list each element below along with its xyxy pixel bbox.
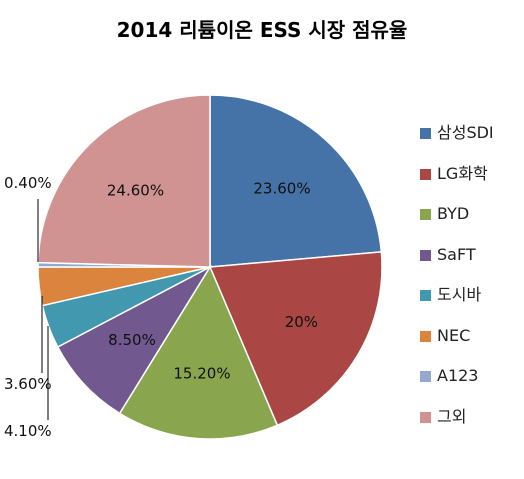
legend-swatch: [420, 168, 431, 180]
legend-item: 그외: [420, 406, 494, 447]
slice-7-label: 0.40%: [4, 174, 52, 192]
slice-2-label: 20%: [285, 313, 318, 331]
slice-8-label: 24.60%: [107, 182, 164, 200]
legend-label: 삼성SDI: [437, 123, 494, 142]
legend-swatch: [420, 209, 431, 220]
legend-label: BYD: [437, 204, 470, 223]
slice-1: [209, 94, 383, 268]
chart-title: 2014 리튬이온 ESS 시장 점유율: [116, 18, 408, 42]
legend: 삼성SDI LG화학 BYD SaFT 도시바 NEC A123 그외: [420, 122, 494, 446]
legend-swatch: [420, 249, 431, 261]
slice-3: [118, 265, 279, 440]
legend-swatch: [420, 290, 431, 301]
legend-label: 도시바: [437, 285, 482, 304]
leader-lines: [37, 199, 49, 420]
legend-item: LG화학: [420, 163, 494, 204]
legend-label: A123: [437, 366, 479, 385]
legend-swatch: [420, 128, 431, 139]
legend-item: A123: [420, 365, 494, 406]
slice-4-label: 8.50%: [108, 331, 156, 349]
slice-1-label: 23.60%: [253, 179, 310, 197]
legend-swatch: [420, 411, 431, 423]
legend-label: 그외: [437, 406, 467, 426]
slice-3-label: 15.20%: [173, 364, 230, 382]
legend-item: NEC: [420, 325, 494, 366]
slice-8: [37, 94, 211, 268]
pie-slices: [37, 94, 383, 440]
legend-swatch: [420, 371, 431, 382]
legend-label: SaFT: [437, 244, 476, 264]
legend-item: BYD: [420, 203, 494, 244]
slice-5-label: 4.10%: [4, 422, 52, 440]
legend-label: NEC: [437, 325, 471, 345]
slice-6-label: 3.60%: [4, 375, 52, 393]
legend-item: 삼성SDI: [420, 122, 494, 163]
legend-swatch: [420, 330, 431, 342]
slice-4: [56, 265, 213, 415]
legend-item: SaFT: [420, 244, 494, 285]
slice-2: [208, 251, 383, 427]
legend-label: LG화학: [437, 163, 488, 183]
legend-item: 도시바: [420, 284, 494, 325]
slice-labels: 23.60% 20% 15.20% 8.50% 4.10% 3.60% 0.40% 24.60…: [4, 174, 318, 440]
